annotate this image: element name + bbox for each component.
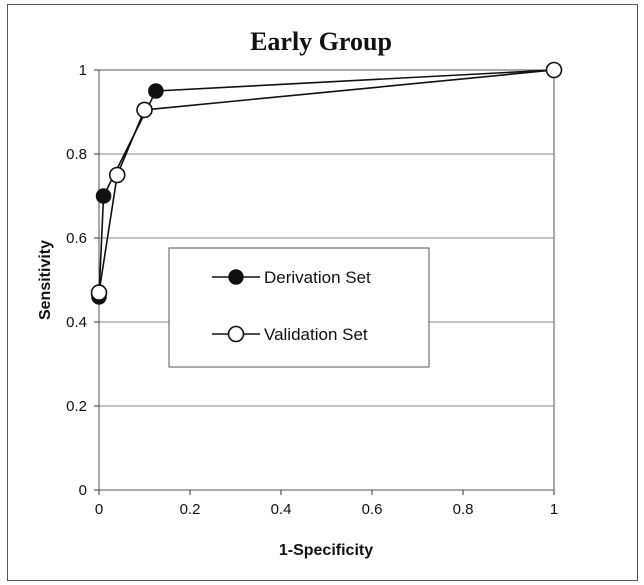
y-tick-label-5: 1	[79, 62, 87, 79]
legend-box	[168, 247, 430, 368]
x-tick-label-2: 0.4	[271, 501, 292, 518]
x-tick-label-3: 0.6	[362, 501, 383, 518]
legend-label-derivation: Derivation Set	[264, 268, 371, 287]
y-axis-label: Sensitivity	[37, 240, 54, 320]
data-point-s1-2	[136, 101, 153, 119]
legend-marker-validation	[227, 325, 245, 343]
x-tick-label-4: 0.8	[453, 501, 474, 518]
y-axis: 0 0.2 0.4 0.6 0.8 1	[66, 62, 99, 499]
chart-title: Early Group	[250, 27, 392, 56]
data-point-s0-1	[95, 188, 112, 204]
data-point-s0-2	[148, 83, 164, 99]
data-point-s1-3	[545, 61, 563, 79]
series-line-1	[98, 69, 555, 293]
legend: Derivation Set Validation Set	[168, 247, 430, 368]
y-tick-label-3: 0.6	[66, 230, 87, 247]
data-point-s1-0	[90, 284, 108, 301]
series-markers	[90, 61, 563, 305]
y-tick-label-0: 0	[79, 482, 87, 499]
x-tick-label-5: 1	[550, 501, 558, 518]
data-point-s1-1	[108, 166, 126, 184]
x-tick-label-0: 0	[95, 501, 103, 518]
y-tick-label-1: 0.2	[66, 398, 87, 415]
y-tick-label-4: 0.8	[66, 146, 87, 163]
x-axis-label: 1-Specificity	[279, 542, 373, 559]
legend-label-validation: Validation Set	[264, 325, 368, 344]
x-axis: 0 0.2 0.4 0.6 0.8 1	[95, 490, 558, 518]
series-lines	[98, 69, 555, 297]
y-tick-label-2: 0.4	[66, 314, 87, 331]
legend-marker-derivation	[228, 269, 244, 285]
x-tick-label-1: 0.2	[180, 501, 201, 518]
